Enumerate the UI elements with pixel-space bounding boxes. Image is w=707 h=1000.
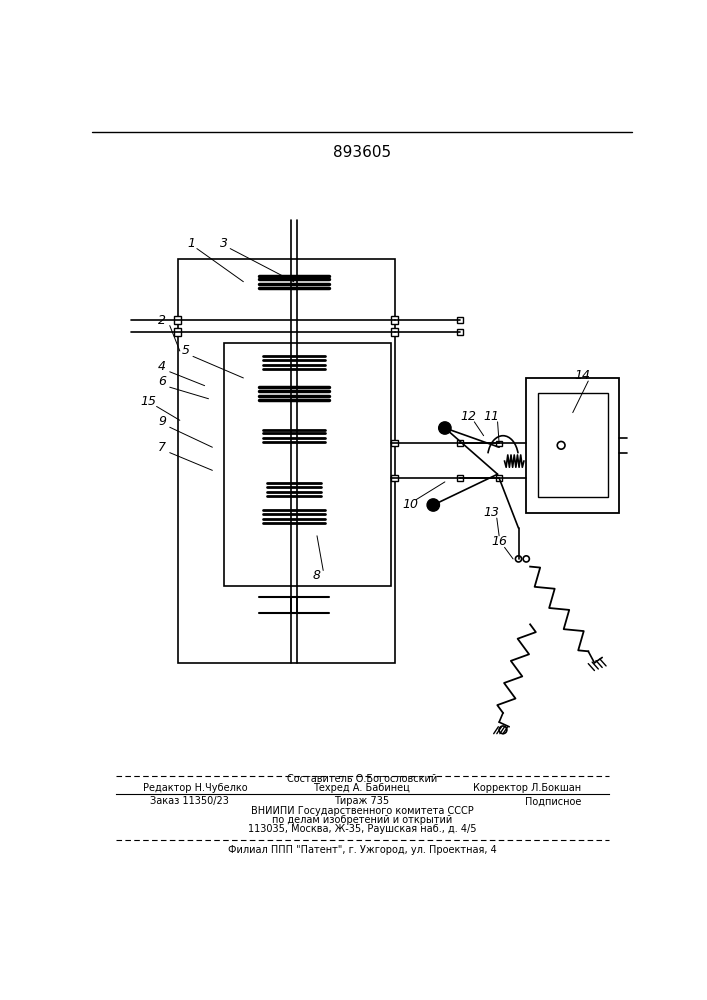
Bar xyxy=(496,441,502,446)
Text: Техред А. Бабинец: Техред А. Бабинец xyxy=(313,783,410,793)
Text: 1: 1 xyxy=(187,237,195,250)
Circle shape xyxy=(438,422,451,434)
Text: Тираж 735: Тираж 735 xyxy=(334,796,390,806)
Text: Филиал ППП "Патент", г. Ужгород, ул. Проектная, 4: Филиал ППП "Патент", г. Ужгород, ул. Про… xyxy=(228,845,496,855)
Bar xyxy=(457,329,464,335)
Text: 9: 9 xyxy=(158,415,166,428)
Bar xyxy=(391,316,398,324)
Text: 4: 4 xyxy=(158,360,166,373)
Text: 113035, Москва, Ж-35, Раушская наб., д. 4/5: 113035, Москва, Ж-35, Раушская наб., д. … xyxy=(247,824,477,834)
Text: 13: 13 xyxy=(484,506,499,519)
Bar xyxy=(457,317,464,323)
Text: 893605: 893605 xyxy=(333,145,391,160)
Text: Заказ 11350/23: Заказ 11350/23 xyxy=(151,796,229,806)
Text: Редактор Н.Чубелко: Редактор Н.Чубелко xyxy=(143,783,247,793)
Text: 16: 16 xyxy=(491,535,507,548)
Bar xyxy=(392,475,397,481)
Text: Корректор Л.Бокшан: Корректор Л.Бокшан xyxy=(473,783,581,793)
Text: Подписное: Подписное xyxy=(525,796,581,806)
Text: 11: 11 xyxy=(484,410,499,423)
Bar xyxy=(174,316,182,324)
Bar xyxy=(224,343,391,586)
Text: Составитель О.Богословский: Составитель О.Богословский xyxy=(287,774,437,784)
Bar xyxy=(457,440,464,446)
Text: 15: 15 xyxy=(141,395,157,408)
Circle shape xyxy=(427,499,440,511)
Bar xyxy=(177,259,395,663)
Text: по делам изобретений и открытий: по делам изобретений и открытий xyxy=(271,815,452,825)
Text: 6: 6 xyxy=(158,375,166,388)
Text: 5: 5 xyxy=(181,344,189,358)
Bar xyxy=(392,440,397,446)
Bar xyxy=(526,378,619,513)
Text: ВНИИПИ Государственного комитета СССР: ВНИИПИ Государственного комитета СССР xyxy=(250,806,473,816)
Text: 14: 14 xyxy=(575,369,591,382)
Text: 10: 10 xyxy=(402,498,418,512)
Text: 8: 8 xyxy=(313,569,321,582)
Text: 7: 7 xyxy=(158,441,166,454)
Bar xyxy=(174,328,182,336)
Bar xyxy=(538,393,607,497)
Bar xyxy=(391,328,398,336)
Text: 3: 3 xyxy=(220,237,228,250)
Bar xyxy=(496,475,502,481)
Text: 12: 12 xyxy=(460,410,476,423)
Text: 2: 2 xyxy=(158,314,166,327)
Bar xyxy=(457,475,464,481)
